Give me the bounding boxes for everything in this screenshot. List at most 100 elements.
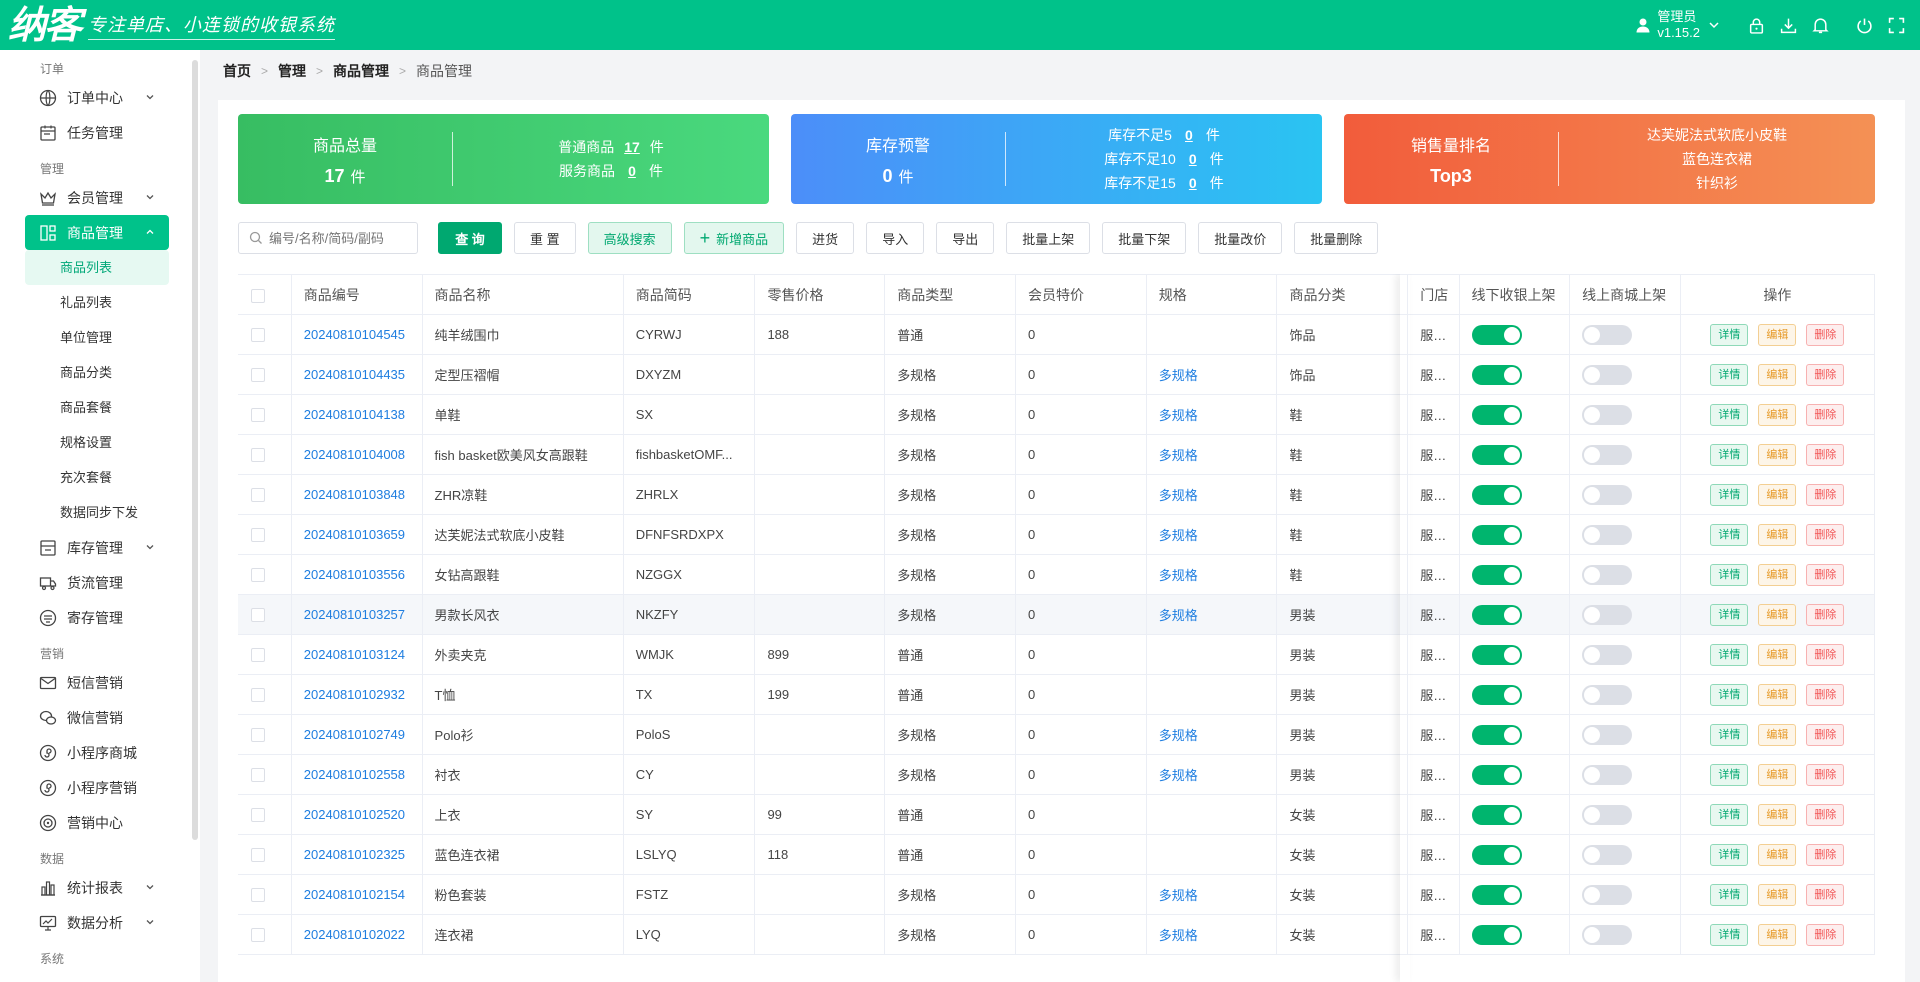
column-header[interactable]: 商品名称 xyxy=(422,274,624,315)
goods-code-link[interactable]: 20240810104545 xyxy=(303,327,406,342)
goods-code-link[interactable]: 20240810104435 xyxy=(303,367,406,382)
column-header[interactable]: 商品分类 xyxy=(1276,274,1409,315)
delete-button[interactable]: 删除 xyxy=(1806,483,1845,506)
online-shelf-toggle[interactable] xyxy=(1582,444,1633,465)
sidebar-item-consign-mgmt[interactable]: 寄存管理 xyxy=(25,600,169,635)
spec-link[interactable]: 多规格 xyxy=(1158,768,1198,783)
offline-shelf-toggle[interactable] xyxy=(1471,924,1522,945)
table-row[interactable]: 20240810102749 Polo衫 PoloS 多规格 0 多规格 男装 服装鞋 详情 编辑… xyxy=(238,714,1875,755)
spec-link[interactable]: 多规格 xyxy=(1158,528,1198,543)
row-checkbox[interactable] xyxy=(251,728,265,743)
column-header[interactable]: 商品编号 xyxy=(291,274,423,315)
row-checkbox[interactable] xyxy=(251,808,265,823)
offline-shelf-toggle[interactable] xyxy=(1471,524,1522,545)
sidebar-subitem-gift-list[interactable]: 礼品列表 xyxy=(60,295,113,310)
sidebar-scrollbar[interactable] xyxy=(192,60,198,840)
column-header[interactable]: 线上商城上架 xyxy=(1569,274,1681,315)
online-shelf-toggle[interactable] xyxy=(1582,364,1633,385)
search-box[interactable] xyxy=(238,222,418,254)
row-checkbox[interactable] xyxy=(251,328,265,343)
offline-shelf-toggle[interactable] xyxy=(1471,764,1522,785)
detail-button[interactable]: 详情 xyxy=(1710,363,1749,386)
offline-shelf-toggle[interactable] xyxy=(1471,644,1522,665)
offline-shelf-toggle[interactable] xyxy=(1471,484,1522,505)
row-checkbox[interactable] xyxy=(251,928,265,943)
offline-shelf-toggle[interactable] xyxy=(1471,604,1522,625)
stock-under-10-count[interactable]: 0 xyxy=(1188,151,1197,167)
select-all-checkbox[interactable] xyxy=(251,288,265,303)
goods-code-link[interactable]: 20240810104138 xyxy=(303,407,406,422)
delete-button[interactable]: 删除 xyxy=(1806,523,1845,546)
edit-button[interactable]: 编辑 xyxy=(1758,723,1797,746)
sidebar-item-stats-report[interactable]: 统计报表 xyxy=(25,870,169,905)
goods-code-link[interactable]: 20240810104008 xyxy=(303,447,406,462)
delete-button[interactable]: 删除 xyxy=(1806,763,1845,786)
row-checkbox[interactable] xyxy=(251,848,265,863)
detail-button[interactable]: 详情 xyxy=(1710,723,1749,746)
batch-on-shelf-button[interactable]: 批量上架 xyxy=(1006,222,1091,254)
column-header[interactable]: 商品类型 xyxy=(884,274,1016,315)
edit-button[interactable]: 编辑 xyxy=(1758,563,1797,586)
table-row[interactable]: 20240810103848 ZHR凉鞋 ZHRLX 多规格 0 多规格 鞋 服装鞋 详情 编辑删… xyxy=(238,474,1875,515)
advanced-search-button[interactable]: 高级搜索 xyxy=(587,222,672,254)
delete-button[interactable]: 删除 xyxy=(1806,683,1845,706)
detail-button[interactable]: 详情 xyxy=(1710,643,1749,666)
download-button[interactable] xyxy=(1772,0,1804,50)
row-checkbox[interactable] xyxy=(251,368,265,383)
row-checkbox[interactable] xyxy=(251,888,265,903)
detail-button[interactable]: 详情 xyxy=(1710,803,1749,826)
row-checkbox[interactable] xyxy=(251,608,265,623)
online-shelf-toggle[interactable] xyxy=(1582,924,1633,945)
column-header[interactable]: 规格 xyxy=(1146,274,1278,315)
detail-button[interactable]: 详情 xyxy=(1710,443,1749,466)
online-shelf-toggle[interactable] xyxy=(1582,564,1633,585)
online-shelf-toggle[interactable] xyxy=(1582,604,1633,625)
offline-shelf-toggle[interactable] xyxy=(1471,804,1522,825)
table-row[interactable]: 20240810102520 上衣 SY 99 普通 0 女装 服装鞋 详情 编辑 删除 xyxy=(238,794,1875,835)
edit-button[interactable]: 编辑 xyxy=(1758,883,1797,906)
delete-button[interactable]: 删除 xyxy=(1806,643,1845,666)
table-row[interactable]: 20240810102154 粉色套装 FSTZ 多规格 0 多规格 女装 服装鞋 详情 编辑 删除 xyxy=(238,874,1875,915)
row-checkbox[interactable] xyxy=(251,568,265,583)
edit-button[interactable]: 编辑 xyxy=(1758,843,1797,866)
goods-code-link[interactable]: 20240810103556 xyxy=(303,567,406,582)
goods-code-link[interactable]: 20240810103124 xyxy=(303,647,406,662)
online-shelf-toggle[interactable] xyxy=(1582,844,1633,865)
breadcrumb-goods-mgmt[interactable]: 商品管理 xyxy=(333,63,390,79)
edit-button[interactable]: 编辑 xyxy=(1758,643,1797,666)
detail-button[interactable]: 详情 xyxy=(1710,563,1749,586)
sidebar-item-wechat-marketing[interactable]: 微信营销 xyxy=(25,700,169,735)
sidebar-item-stock-mgmt[interactable]: 库存管理 xyxy=(25,530,169,565)
service-goods-count[interactable]: 0 xyxy=(628,163,636,179)
edit-button[interactable]: 编辑 xyxy=(1758,683,1797,706)
goods-code-link[interactable]: 20240810102154 xyxy=(303,887,406,902)
normal-goods-count[interactable]: 17 xyxy=(624,139,640,155)
search-input[interactable] xyxy=(269,230,409,246)
table-row[interactable]: 20240810104435 定型压褶帽 DXYZM 多规格 0 多规格 饰品 服装鞋 详情 编辑… xyxy=(238,354,1875,395)
sidebar-subitem-unit-mgmt[interactable]: 单位管理 xyxy=(60,330,113,345)
query-button[interactable]: 查 询 xyxy=(438,222,502,254)
sidebar-subitem-recharge-package[interactable]: 充次套餐 xyxy=(60,470,113,485)
goods-code-link[interactable]: 20240810102325 xyxy=(303,847,406,862)
offline-shelf-toggle[interactable] xyxy=(1471,844,1522,865)
delete-button[interactable]: 删除 xyxy=(1806,603,1845,626)
offline-shelf-toggle[interactable] xyxy=(1471,684,1522,705)
add-goods-button[interactable]: + 新增商品 xyxy=(683,222,785,254)
table-row[interactable]: 20240810102558 衬衣 CY 多规格 0 多规格 男装 服装鞋 详情 编辑 删除 xyxy=(238,754,1875,795)
spec-link[interactable]: 多规格 xyxy=(1158,488,1198,503)
detail-button[interactable]: 详情 xyxy=(1710,923,1749,946)
offline-shelf-toggle[interactable] xyxy=(1471,404,1522,425)
sidebar-item-sms-marketing[interactable]: 短信营销 xyxy=(25,665,169,700)
spec-link[interactable]: 多规格 xyxy=(1158,608,1198,623)
detail-button[interactable]: 详情 xyxy=(1710,883,1749,906)
goods-code-link[interactable]: 20240810103257 xyxy=(303,607,406,622)
detail-button[interactable]: 详情 xyxy=(1710,683,1749,706)
row-checkbox[interactable] xyxy=(251,528,265,543)
edit-button[interactable]: 编辑 xyxy=(1758,923,1797,946)
row-checkbox[interactable] xyxy=(251,768,265,783)
import-button[interactable]: 导入 xyxy=(866,222,925,254)
sidebar-item-mini-marketing[interactable]: 小程序营销 xyxy=(25,770,169,805)
sidebar-subitem-goods-package[interactable]: 商品套餐 xyxy=(60,400,113,415)
table-row[interactable]: 20240810104138 单鞋 SX 多规格 0 多规格 鞋 服装鞋 详情 编辑 删除 xyxy=(238,394,1875,435)
delete-button[interactable]: 删除 xyxy=(1806,803,1845,826)
